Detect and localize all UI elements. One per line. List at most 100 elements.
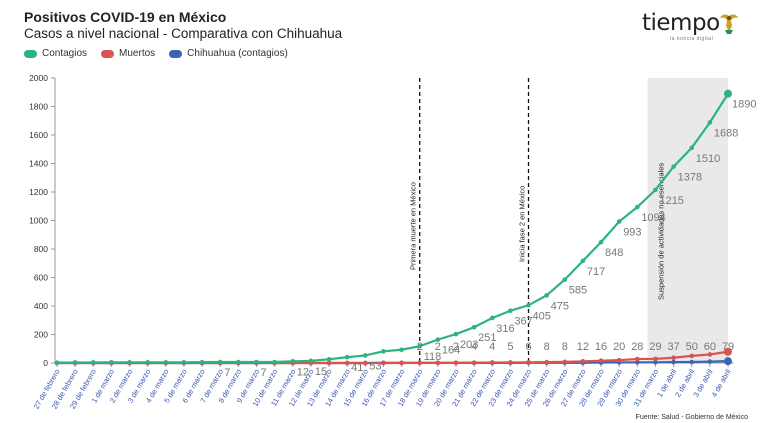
data-point-contagios (453, 331, 459, 337)
data-label-contagios: 367 (514, 316, 532, 328)
data-label-contagios: 405 (533, 310, 551, 322)
data-point-muertos (344, 360, 350, 366)
eagle-icon (720, 14, 738, 34)
data-point-muertos (326, 360, 332, 366)
data-point-chihuahua (689, 359, 695, 365)
data-point-contagios (526, 302, 531, 308)
data-label-contagios: 1510 (696, 153, 720, 165)
source-note: Fuente: Salud - Gobierno de México (635, 414, 748, 421)
data-point-contagios (635, 204, 640, 210)
data-label-muertos: 16 (595, 341, 607, 353)
data-label-muertos: 37 (667, 341, 679, 353)
data-label-muertos: 60 (704, 341, 716, 353)
shaded-region (647, 78, 728, 363)
data-label-contagios: 475 (551, 300, 569, 312)
data-point-contagios (290, 358, 296, 364)
data-point-contagios (272, 359, 277, 365)
data-point-chihuahua (671, 359, 676, 365)
data-point-muertos (508, 360, 513, 365)
data-label-muertos: 4 (471, 341, 477, 353)
data-point-contagios (254, 359, 259, 365)
legend-label-contagios: Contagios (42, 48, 88, 59)
data-label-muertos: 4 (489, 341, 495, 353)
data-point-muertos (544, 359, 549, 365)
data-label-muertos: 5 (507, 341, 513, 353)
logo-tagline: la noticia digital (670, 36, 714, 42)
data-point-contagios (580, 258, 586, 264)
data-point-contagios (399, 347, 404, 353)
data-label-contagios: 1378 (678, 172, 702, 184)
y-tick-label: 1600 (29, 130, 48, 140)
data-point-contagios (181, 359, 187, 365)
data-label-contagios: 53 (369, 360, 381, 372)
data-label-contagios: 1688 (714, 127, 738, 139)
data-point-chihuahua (724, 357, 732, 366)
data-point-muertos (526, 359, 531, 365)
data-point-contagios (724, 89, 732, 98)
y-tick-label: 1800 (29, 102, 48, 112)
data-label-muertos: 2 (453, 341, 459, 353)
data-point-contagios (489, 315, 495, 321)
data-point-muertos (471, 360, 477, 366)
data-point-contagios (707, 120, 713, 125)
data-point-muertos (707, 352, 713, 357)
data-point-contagios (689, 145, 695, 151)
data-point-muertos (562, 359, 568, 365)
data-point-contagios (217, 359, 223, 365)
data-label-muertos: 28 (631, 341, 643, 353)
data-label-muertos: 2 (435, 341, 441, 353)
data-label-contagios: 1890 (732, 99, 756, 111)
data-point-chihuahua (635, 359, 640, 365)
data-point-chihuahua (707, 359, 713, 364)
data-label-contagios: 7 (260, 367, 266, 379)
data-label-contagios: 118 (424, 351, 442, 363)
logo-text: tiempo (642, 10, 720, 36)
data-point-contagios (381, 349, 386, 354)
data-point-contagios (236, 359, 241, 365)
data-point-muertos (653, 356, 658, 362)
series-line-contagios (56, 93, 729, 364)
y-tick-label: 1200 (29, 187, 48, 197)
data-label-muertos: 50 (686, 341, 698, 353)
data-label-contagios: 203 (460, 339, 478, 351)
data-point-contagios (471, 324, 477, 330)
data-label-muertos: 8 (562, 341, 568, 353)
data-label-contagios: 316 (496, 323, 514, 335)
data-point-muertos (635, 356, 640, 362)
data-point-contagios (544, 293, 549, 298)
data-point-muertos (381, 360, 386, 366)
legend-swatch-muertos (101, 49, 115, 58)
data-point-contagios (671, 164, 676, 169)
data-label-contagios: 1215 (659, 195, 683, 207)
y-tick-label: 2000 (29, 73, 48, 83)
y-tick-label: 600 (34, 273, 48, 283)
data-label-contagios: 717 (587, 266, 605, 278)
data-label-contagios: 7 (224, 367, 230, 379)
data-point-chihuahua (653, 359, 658, 365)
legend-item-muertos[interactable]: Muertos (101, 48, 155, 59)
data-label-contagios: 251 (478, 332, 496, 344)
data-point-contagios (435, 337, 441, 342)
data-point-contagios (562, 277, 568, 282)
data-label-contagios: 15 (315, 366, 327, 378)
data-point-muertos (724, 347, 732, 356)
data-point-contagios (653, 187, 658, 193)
data-label-muertos: 29 (649, 341, 661, 353)
legend: Contagios Muertos Chihuahua (contagios) (24, 48, 288, 59)
data-point-muertos (417, 360, 423, 366)
shaded-region-label: Suspensión de actividades no esenciales (656, 163, 665, 300)
data-label-contagios: 1094 (641, 212, 665, 224)
data-point-contagios (127, 359, 132, 365)
data-point-contagios (417, 343, 423, 349)
y-tick-label: 1000 (29, 216, 48, 226)
legend-item-contagios[interactable]: Contagios (24, 48, 87, 59)
data-point-muertos (399, 360, 404, 366)
legend-item-chihuahua[interactable]: Chihuahua (contagios) (169, 48, 288, 59)
chart-title: Positivos COVID-19 en México (24, 9, 227, 25)
data-label-muertos: 12 (577, 341, 589, 353)
tiempo-logo: tiempo la noticia digital (642, 10, 742, 44)
data-point-contagios (145, 359, 150, 365)
data-label-contagios: 41 (351, 362, 363, 374)
data-point-contagios (163, 359, 169, 365)
data-point-muertos (598, 358, 604, 364)
